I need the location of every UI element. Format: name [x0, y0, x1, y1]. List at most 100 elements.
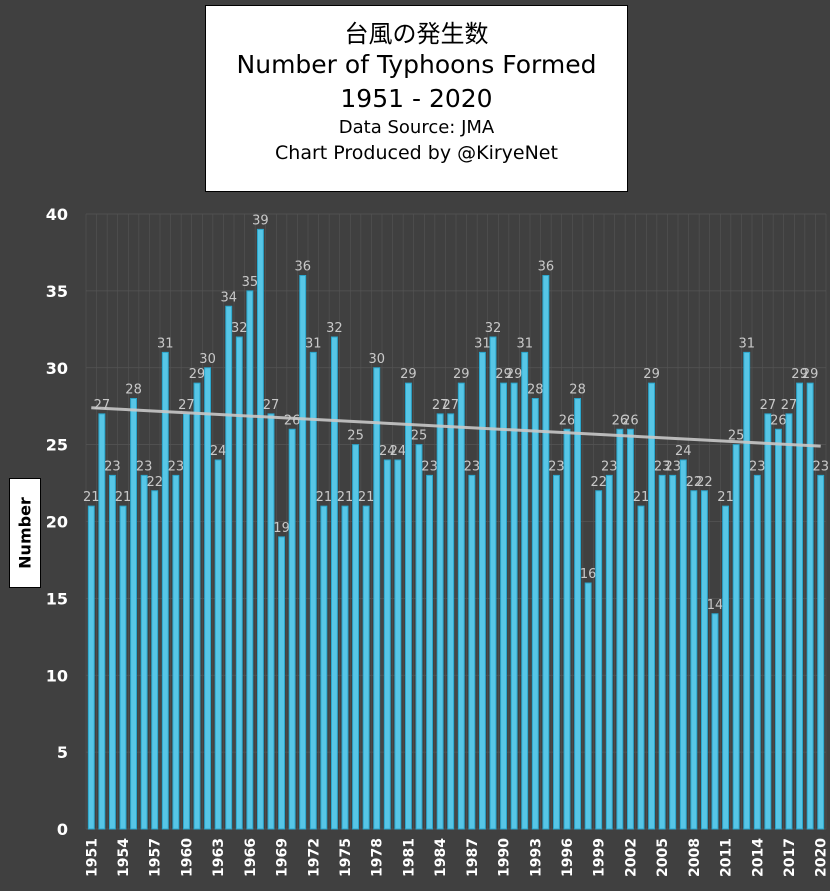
bar-value-label: 24 [675, 444, 692, 459]
chart-year-range: 1951 - 2020 [340, 84, 493, 113]
chart-title-japanese: 台風の発生数 [344, 20, 489, 48]
bar-value-label: 24 [390, 444, 407, 459]
bar-value-label: 29 [506, 367, 523, 382]
bar-value-label: 21 [83, 490, 100, 505]
bar-value-label: 32 [485, 321, 502, 336]
bar [478, 351, 486, 830]
bar-value-label: 24 [379, 444, 396, 459]
x-tick-label: 1978 [370, 838, 386, 877]
bar-value-label: 26 [559, 413, 576, 428]
bar [447, 413, 455, 830]
bar [426, 474, 434, 830]
x-tick-label: 1975 [338, 838, 354, 877]
bar-value-label: 22 [686, 475, 703, 490]
bar [225, 305, 233, 830]
bar-value-label: 23 [664, 459, 681, 474]
bar [510, 382, 518, 830]
bar [500, 382, 508, 830]
bar-value-label: 23 [601, 459, 618, 474]
x-tick-label: 2017 [782, 838, 798, 877]
bar-value-label: 29 [400, 367, 417, 382]
bar [130, 398, 138, 830]
bar-value-label: 19 [273, 521, 290, 536]
y-axis-label-box: Number [9, 478, 41, 588]
bar-value-label: 22 [146, 475, 163, 490]
bar [373, 367, 381, 830]
x-tick-label: 2011 [719, 838, 735, 877]
bar [711, 613, 719, 830]
bar [648, 382, 656, 830]
bar-value-label: 26 [622, 413, 639, 428]
x-tick-label: 2002 [623, 838, 639, 877]
bar-value-label: 27 [760, 398, 777, 413]
x-tick-label: 1996 [560, 838, 576, 877]
bar [584, 582, 592, 830]
bar [806, 382, 814, 830]
bar [246, 290, 254, 830]
y-tick-label: 0 [57, 820, 68, 839]
bar-value-label: 24 [210, 444, 227, 459]
bar [669, 474, 677, 830]
x-tick-label: 1951 [84, 838, 100, 877]
bar [542, 275, 550, 830]
bar-value-label: 30 [368, 352, 385, 367]
bar-value-label: 16 [580, 567, 597, 582]
bar-value-label: 35 [242, 275, 259, 290]
chart-title-english: Number of Typhoons Formed [236, 50, 597, 79]
bar-value-label: 32 [326, 321, 343, 336]
bar-value-label: 39 [252, 213, 269, 228]
bar [616, 428, 624, 830]
x-tick-label: 1981 [401, 838, 417, 877]
bar [743, 351, 751, 830]
bar [320, 505, 328, 830]
y-tick-label: 25 [46, 436, 68, 455]
bar-value-label: 36 [294, 260, 311, 275]
bar [394, 459, 402, 830]
bar [309, 351, 317, 830]
x-tick-label: 1966 [243, 838, 259, 877]
bar-value-label: 27 [94, 398, 111, 413]
bar-value-label: 27 [178, 398, 195, 413]
bar [330, 336, 338, 830]
bar-value-label: 28 [125, 383, 142, 398]
bar-value-label: 25 [347, 429, 364, 444]
y-tick-label: 20 [46, 513, 68, 532]
y-tick-label: 40 [46, 205, 68, 224]
x-tick-label: 2014 [750, 838, 766, 877]
bar [204, 367, 212, 830]
bar-value-label: 23 [104, 459, 121, 474]
bar [172, 474, 180, 830]
bar-value-label: 36 [538, 260, 555, 275]
bar [732, 444, 740, 830]
bar-value-label: 29 [189, 367, 206, 382]
x-tick-label: 1999 [592, 838, 608, 877]
bar-value-label: 30 [199, 352, 216, 367]
bar [383, 459, 391, 830]
bar [796, 382, 804, 830]
bar-value-label: 25 [411, 429, 428, 444]
bar [404, 382, 412, 830]
bar [468, 474, 476, 830]
bar-value-label: 22 [696, 475, 713, 490]
bar-value-label: 25 [728, 429, 745, 444]
bar [457, 382, 465, 830]
bar-value-label: 23 [421, 459, 438, 474]
bar [605, 474, 613, 830]
bar [98, 413, 106, 830]
x-tick-label: 1993 [528, 838, 544, 877]
bar-value-label: 14 [707, 598, 724, 613]
bar-value-label: 26 [612, 413, 629, 428]
bar-value-label: 23 [168, 459, 185, 474]
bar-value-label: 27 [442, 398, 459, 413]
bar-value-label: 26 [284, 413, 301, 428]
bar [87, 505, 95, 830]
x-tick-label: 1963 [211, 838, 227, 877]
bar [119, 505, 127, 830]
x-tick-label: 2020 [814, 838, 830, 877]
bar [299, 275, 307, 830]
bar [214, 459, 222, 830]
bar [521, 351, 529, 830]
bar-value-label: 32 [231, 321, 248, 336]
bar [108, 474, 116, 830]
